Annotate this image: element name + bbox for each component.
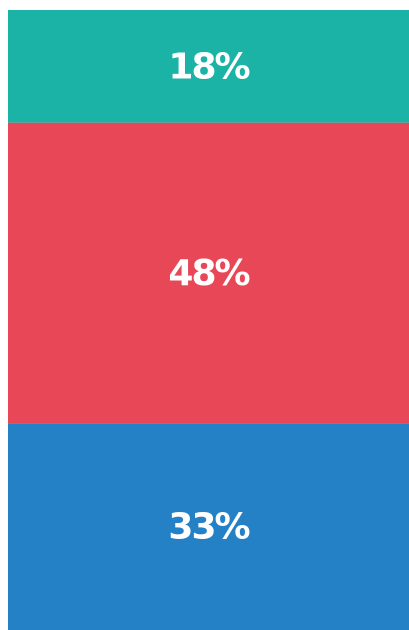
value-label: 33% bbox=[168, 507, 249, 548]
bar-segment bbox=[8, 10, 409, 123]
value-label: 18% bbox=[168, 46, 249, 87]
bar-segment bbox=[8, 423, 409, 630]
bar-segment bbox=[8, 122, 409, 424]
value-label: 48% bbox=[168, 253, 249, 294]
